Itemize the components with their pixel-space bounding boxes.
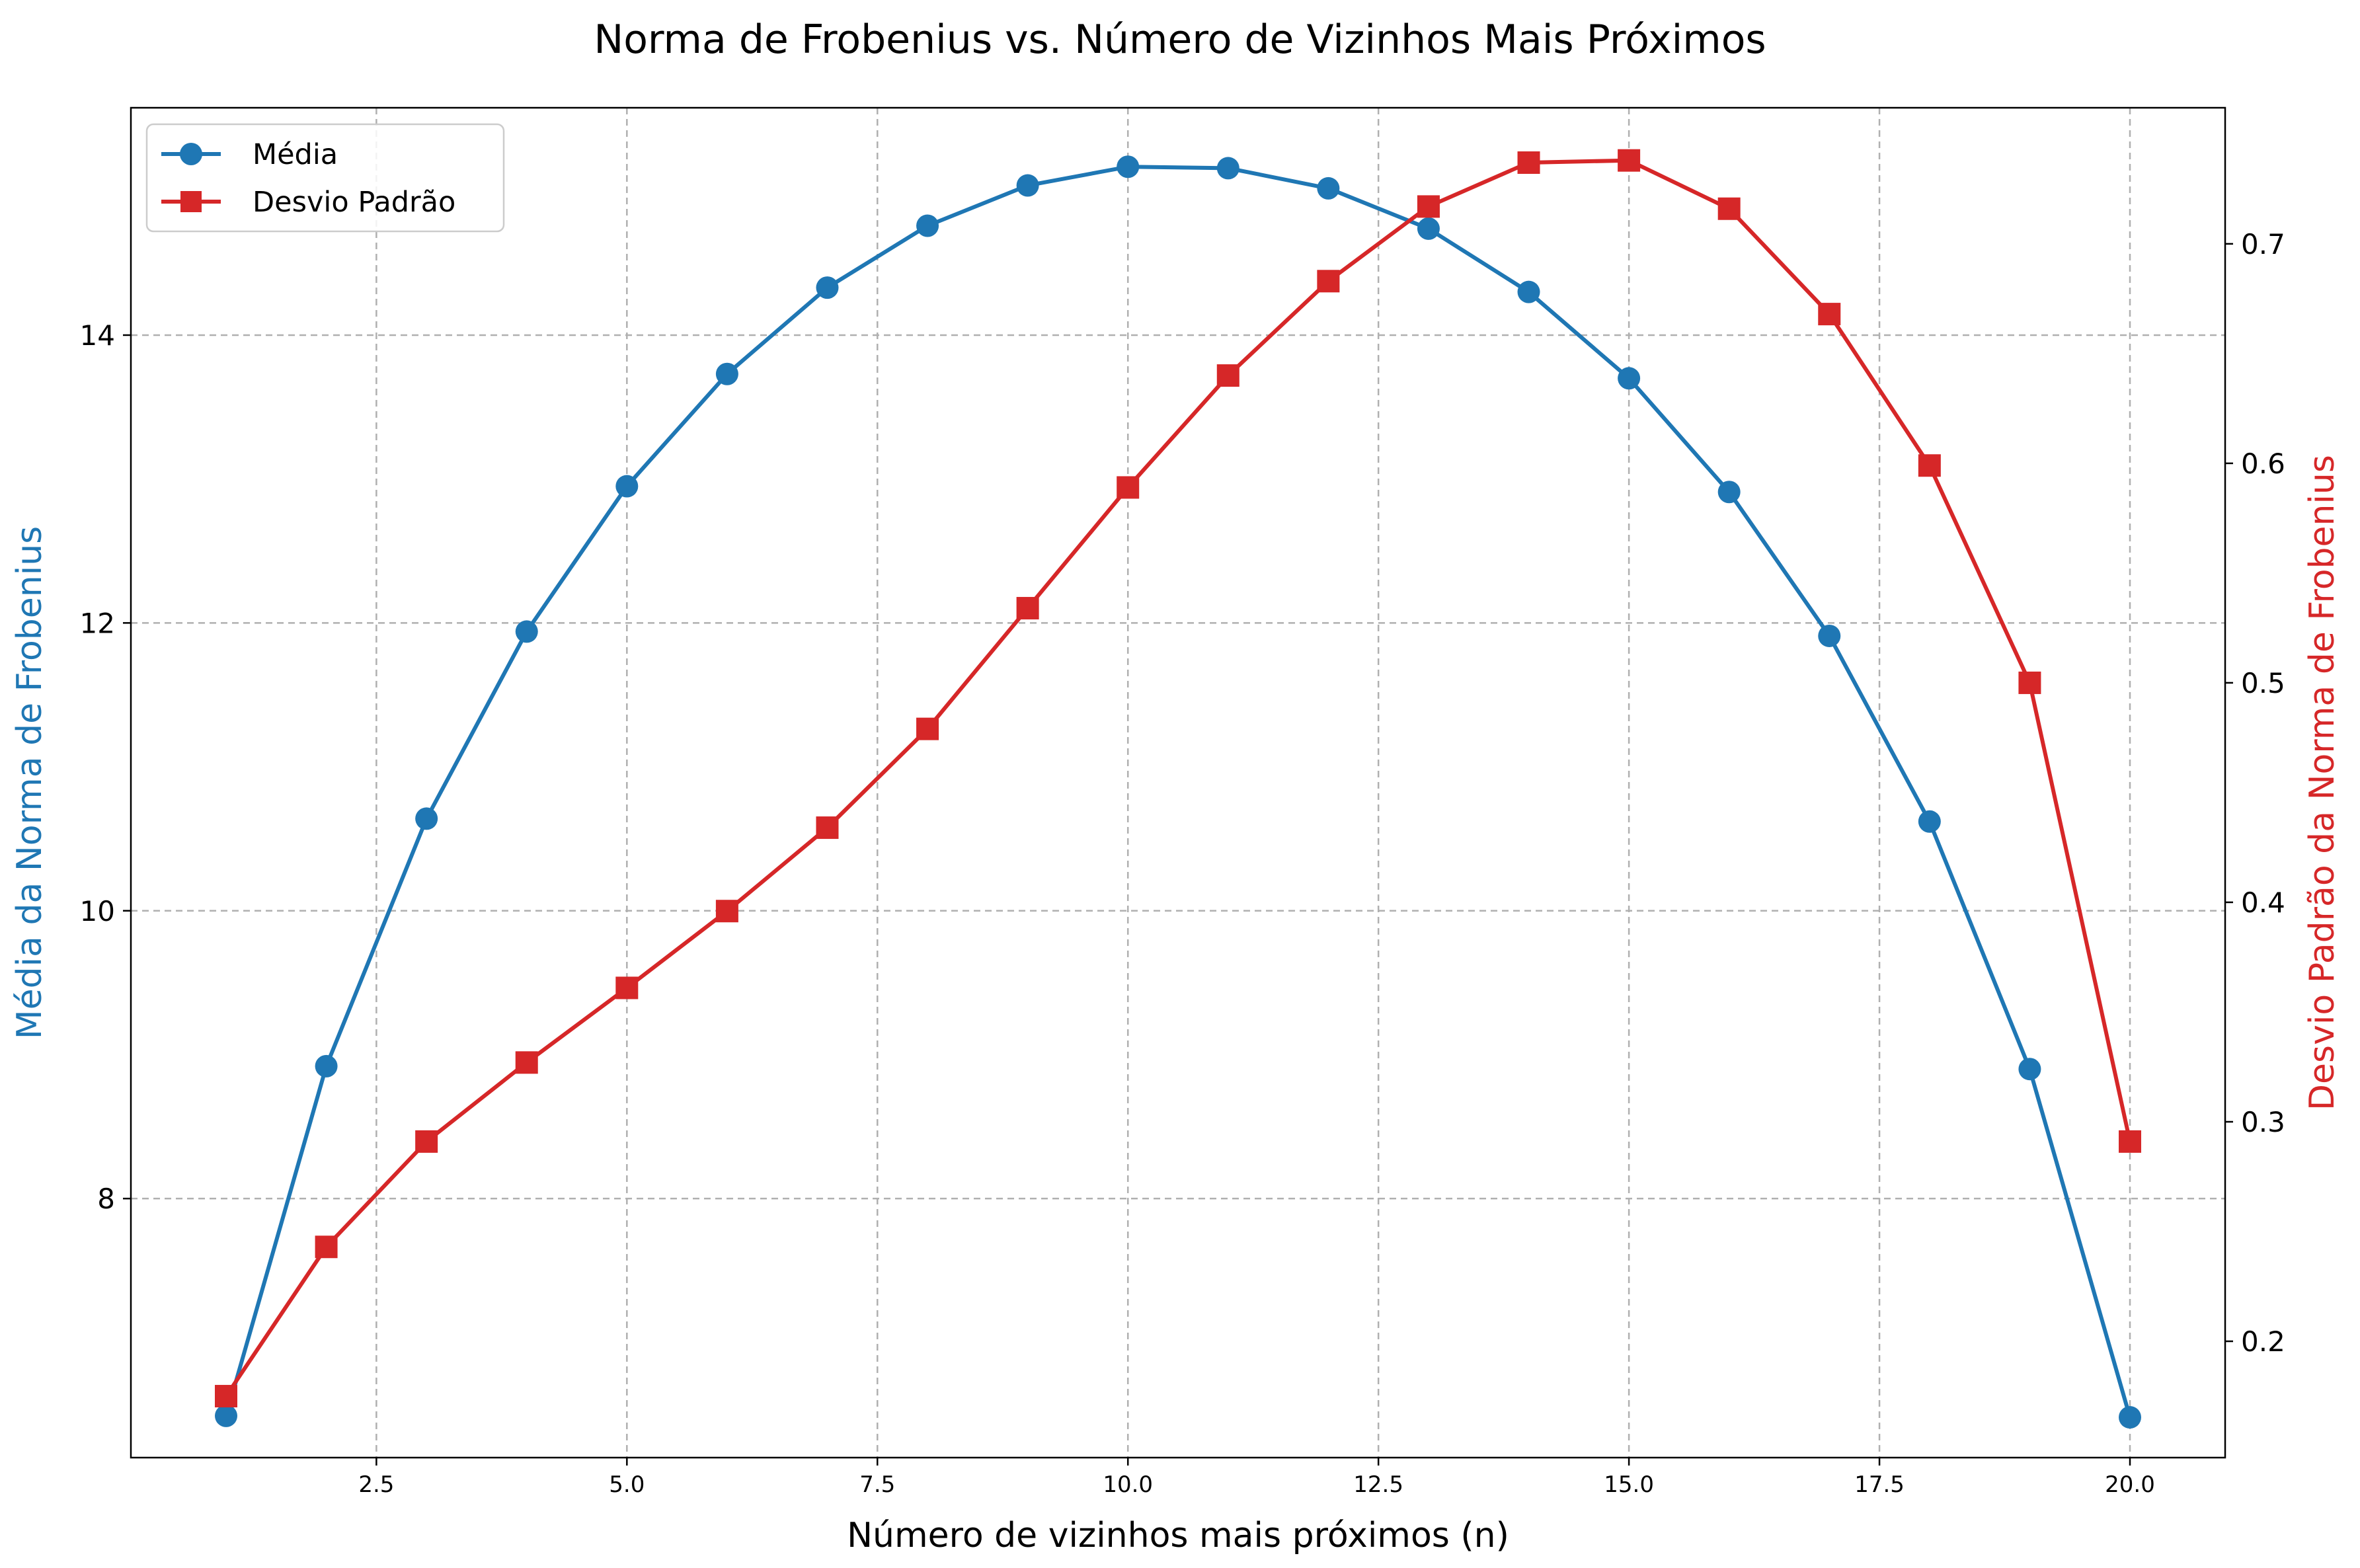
data-point bbox=[1417, 217, 1440, 240]
y-right-tick-label: 0.4 bbox=[2241, 886, 2285, 919]
data-point bbox=[1818, 303, 1841, 326]
data-point bbox=[1717, 197, 1741, 220]
data-point bbox=[1117, 155, 1140, 178]
series-layer bbox=[215, 149, 2141, 1429]
data-point bbox=[1216, 157, 1239, 180]
y-right-tick-label: 0.3 bbox=[2241, 1106, 2285, 1138]
x-tick-label: 15.0 bbox=[1604, 1471, 1654, 1498]
data-point bbox=[415, 807, 438, 830]
x-tick-label: 7.5 bbox=[859, 1471, 895, 1498]
y-left-tick-label: 14 bbox=[80, 319, 115, 352]
data-point bbox=[2119, 1406, 2141, 1429]
x-tick-label: 5.0 bbox=[609, 1471, 645, 1498]
data-point bbox=[215, 1404, 237, 1427]
data-point bbox=[816, 276, 839, 299]
y-left-tick-label: 12 bbox=[80, 607, 115, 639]
data-point bbox=[1016, 597, 1039, 620]
data-point bbox=[1918, 810, 1941, 833]
data-point bbox=[615, 475, 639, 498]
data-point bbox=[415, 1130, 438, 1153]
chart-title: Norma de Frobenius vs. Número de Vizinho… bbox=[594, 17, 1766, 63]
legend-entry-desvio: Desvio Padrão bbox=[161, 186, 455, 219]
series-line bbox=[224, 165, 2132, 1418]
data-point bbox=[1517, 151, 1540, 175]
data-point bbox=[1317, 176, 1340, 200]
data-point bbox=[916, 214, 939, 237]
plot-frame bbox=[130, 106, 2226, 1459]
data-point bbox=[515, 1051, 538, 1074]
x-tick-label: 20.0 bbox=[2105, 1471, 2155, 1498]
data-point bbox=[1117, 476, 1140, 499]
y-right-tick-label: 0.6 bbox=[2241, 448, 2285, 480]
series-line bbox=[224, 158, 2132, 1397]
data-point bbox=[1517, 280, 1540, 303]
data-point bbox=[816, 816, 839, 840]
data-point bbox=[715, 362, 738, 385]
series-media bbox=[215, 155, 2141, 1429]
data-point bbox=[1317, 270, 1340, 293]
data-point bbox=[515, 620, 538, 643]
data-point bbox=[2119, 1130, 2141, 1153]
data-point bbox=[2018, 1058, 2041, 1081]
y-axis-right-label: Desvio Padrão da Norma de Frobenius bbox=[2302, 455, 2342, 1111]
x-axis-label: Número de vizinhos mais próximos (n) bbox=[847, 1516, 1509, 1555]
data-point bbox=[1918, 454, 1941, 477]
data-point bbox=[615, 976, 639, 1000]
legend-label-media: Média bbox=[253, 138, 338, 171]
x-tick-label: 10.0 bbox=[1103, 1471, 1153, 1498]
legend-entry-media: Média bbox=[161, 138, 338, 171]
y-right-tick-label: 0.2 bbox=[2241, 1325, 2285, 1358]
data-point bbox=[1417, 195, 1440, 218]
legend: Média Desvio Padrão bbox=[145, 123, 505, 233]
y-left-tick-label: 10 bbox=[80, 895, 115, 927]
legend-label-desvio: Desvio Padrão bbox=[253, 186, 455, 219]
data-point bbox=[916, 717, 939, 740]
legend-box bbox=[145, 123, 505, 233]
x-tick-label: 17.5 bbox=[1854, 1471, 1905, 1498]
legend-marker-media bbox=[180, 143, 202, 165]
data-point bbox=[1818, 624, 1841, 647]
data-point bbox=[215, 1385, 237, 1408]
grid bbox=[131, 108, 2225, 1458]
data-point bbox=[315, 1054, 338, 1078]
data-point bbox=[1216, 364, 1239, 387]
y-left-tick-label: 8 bbox=[97, 1183, 115, 1215]
y-right-tick-label: 0.5 bbox=[2241, 667, 2285, 699]
legend-marker-desvio bbox=[180, 191, 202, 212]
data-point bbox=[315, 1235, 338, 1259]
axis-ticks: 2.5 5.0 7.5 10.0 12.5 15.0 17.5 20.0 8 10 12 14 0.2 0… bbox=[80, 228, 2285, 1498]
y-right-tick-label: 0.7 bbox=[2241, 228, 2285, 260]
data-point bbox=[1016, 174, 1039, 197]
y-axis-left-label: Média da Norma de Frobenius bbox=[10, 526, 50, 1040]
series-desvio-padrao bbox=[215, 149, 2141, 1408]
x-tick-label: 2.5 bbox=[358, 1471, 394, 1498]
data-point bbox=[1618, 149, 1641, 172]
x-tick-label: 12.5 bbox=[1353, 1471, 1403, 1498]
data-point bbox=[2018, 671, 2041, 694]
data-point bbox=[1618, 367, 1641, 390]
data-point bbox=[715, 900, 738, 923]
data-point bbox=[1717, 481, 1741, 504]
